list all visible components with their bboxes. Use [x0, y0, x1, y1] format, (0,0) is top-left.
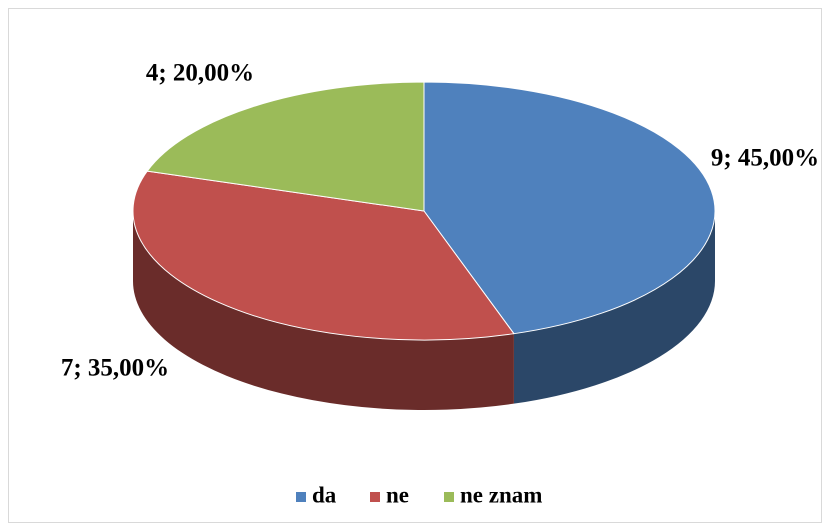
legend-label: ne [386, 482, 409, 507]
slice [146, 81, 425, 212]
data-label: 9; 45,00% [711, 145, 819, 172]
slice [132, 170, 515, 341]
legend-label: da [312, 482, 337, 507]
slice [423, 81, 716, 335]
slice-side [513, 211, 715, 404]
legend-swatch [370, 492, 380, 502]
legend-swatch [296, 492, 306, 502]
legend-swatch [444, 492, 454, 502]
slice-side [133, 211, 514, 411]
data-label: 7; 35,00% [61, 355, 169, 382]
legend-label: ne znam [460, 482, 542, 507]
data-label: 4; 20,00% [146, 60, 254, 87]
